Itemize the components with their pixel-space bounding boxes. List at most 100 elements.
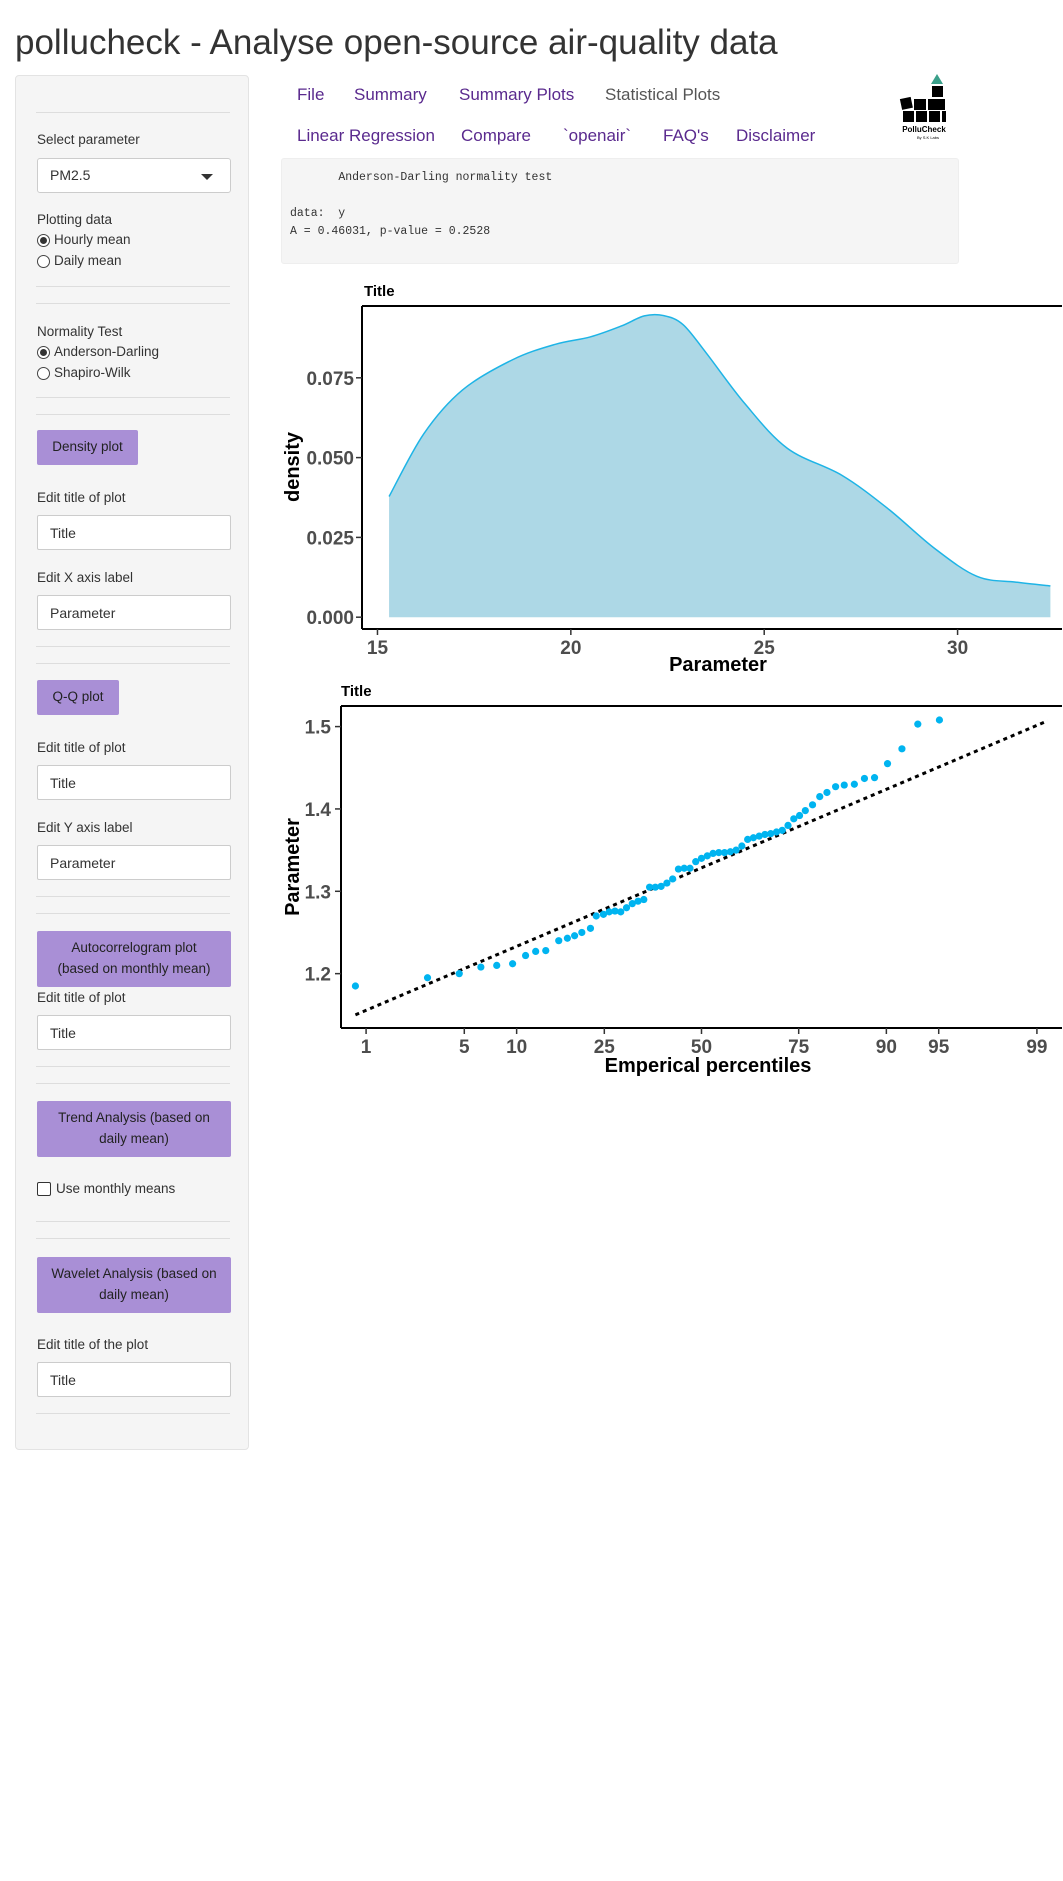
- radio-unselected-icon[interactable]: [37, 367, 50, 380]
- qq-point: [801, 806, 809, 815]
- divider: [36, 896, 230, 897]
- y-tick-label: 1.4: [305, 800, 332, 821]
- qq-point: [351, 982, 360, 990]
- qq-point: [761, 830, 769, 839]
- y-axis-title: Parameter: [282, 818, 304, 916]
- qq-point: [832, 783, 840, 791]
- reference-line: [354, 719, 1049, 1017]
- qq-point: [808, 801, 817, 809]
- checkbox-icon[interactable]: [37, 1182, 51, 1196]
- tab-linear-regression[interactable]: Linear Regression: [297, 126, 435, 145]
- qq-point: [709, 849, 717, 858]
- qq-point: [521, 951, 530, 960]
- test-output-box: Anderson-Darling normality test data: y …: [281, 158, 959, 264]
- qq-point: [578, 928, 586, 937]
- y-tick-label: 1.5: [305, 718, 332, 739]
- y-tick-label: 0.050: [306, 449, 354, 470]
- qq-point: [784, 821, 792, 830]
- divider: [36, 414, 230, 415]
- button-line: daily mean): [99, 1131, 169, 1146]
- density-title-label: Edit title of plot: [37, 490, 126, 505]
- density-title-input[interactable]: [37, 515, 231, 550]
- wavelet-analysis-button[interactable]: Wavelet Analysis (based on daily mean): [37, 1257, 231, 1313]
- qq-point: [840, 781, 848, 789]
- test-output-data: data: y: [290, 207, 346, 220]
- y-tick-label: 1.3: [305, 882, 331, 903]
- density-x-axis-input[interactable]: [37, 595, 231, 630]
- autocorrelogram-plot-button[interactable]: Autocorrelogram plot (based on monthly m…: [37, 931, 231, 987]
- qq-point: [571, 932, 579, 940]
- qq-point: [686, 864, 694, 872]
- qq-point: [674, 865, 683, 873]
- x-tick-label: 25: [754, 638, 776, 659]
- app-title: pollucheck - Analyse open-source air-qua…: [15, 23, 778, 62]
- y-tick-label: 0.075: [306, 369, 354, 390]
- x-tick-label: 10: [506, 1037, 527, 1058]
- x-tick-label: 95: [928, 1037, 950, 1058]
- x-tick-label: 90: [876, 1037, 897, 1058]
- monthly-means-checkbox-row[interactable]: Use monthly means: [37, 1179, 175, 1199]
- qq-point: [634, 897, 642, 905]
- radio-anderson-darling[interactable]: Anderson-Darling: [37, 342, 159, 362]
- qq-point: [663, 879, 671, 887]
- tab-disclaimer[interactable]: Disclaimer: [736, 126, 816, 145]
- tab-compare[interactable]: Compare: [461, 126, 531, 145]
- radio-selected-icon[interactable]: [37, 346, 50, 359]
- radio-hourly-mean[interactable]: Hourly mean: [37, 230, 131, 250]
- x-tick-label: 15: [367, 638, 389, 659]
- qq-title-input[interactable]: [37, 765, 231, 800]
- x-tick-label: 20: [560, 638, 581, 659]
- pollucheck-logo: PolluCheck By S.K Labs: [899, 74, 946, 140]
- divider: [36, 1238, 230, 1239]
- normality-test-label: Normality Test: [37, 324, 123, 339]
- density-plot-button[interactable]: Density plot: [37, 430, 138, 465]
- sidebar-panel: Select parameter PM2.5 Plotting data Hou…: [15, 75, 249, 1450]
- tab-summary-plots[interactable]: Summary Plots: [459, 85, 575, 104]
- autocorrelogram-title-label: Edit title of plot: [37, 990, 126, 1005]
- qq-point: [755, 832, 763, 840]
- qq-point: [640, 895, 648, 904]
- radio-shapiro-wilk[interactable]: Shapiro-Wilk: [37, 363, 131, 383]
- qq-point: [823, 788, 831, 797]
- qq-y-axis-label: Edit Y axis label: [37, 820, 133, 835]
- qq-point: [599, 910, 608, 918]
- radio-unselected-icon[interactable]: [37, 255, 50, 268]
- qq-point: [898, 745, 906, 753]
- autocorrelogram-title-input[interactable]: [37, 1015, 231, 1050]
- tab-faqs[interactable]: FAQ's: [663, 126, 709, 145]
- qq-point: [645, 883, 654, 891]
- qq-point: [532, 947, 540, 956]
- qq-point: [767, 830, 775, 838]
- select-parameter-label: Select parameter: [37, 132, 140, 147]
- parameter-select[interactable]: PM2.5: [37, 158, 231, 193]
- qq-point: [772, 828, 781, 836]
- qq-plot-button[interactable]: Q-Q plot: [37, 680, 119, 715]
- divider: [36, 1083, 230, 1084]
- x-axis-title: Parameter: [669, 654, 767, 676]
- qq-point: [883, 760, 892, 768]
- qq-y-axis-input[interactable]: [37, 845, 231, 880]
- radio-daily-mean[interactable]: Daily mean: [37, 251, 122, 271]
- qq-point: [738, 842, 746, 850]
- qq-point: [692, 858, 700, 866]
- button-line: Wavelet Analysis (based on: [51, 1266, 217, 1282]
- qq-plot: Title 1 5 10 25 50 75 90 95 99 1.2 1.3 1.4 1.5 Empe…: [282, 683, 1062, 1077]
- qq-point: [697, 854, 706, 862]
- divider: [36, 1413, 230, 1414]
- radio-selected-icon[interactable]: [37, 234, 50, 247]
- tab-summary[interactable]: Summary: [354, 85, 427, 104]
- qq-point: [611, 907, 619, 915]
- qq-point: [617, 908, 625, 916]
- tab-openair[interactable]: `openair`: [563, 126, 632, 145]
- radio-label: Shapiro-Wilk: [54, 365, 131, 380]
- y-tick-label: 0.025: [306, 528, 354, 549]
- chart-title: Title: [341, 683, 372, 700]
- tab-file[interactable]: File: [297, 85, 325, 104]
- tab-statistical-plots[interactable]: Statistical Plots: [605, 85, 721, 104]
- qq-point: [605, 908, 613, 916]
- qq-point: [455, 970, 463, 978]
- wavelet-title-input[interactable]: [37, 1362, 231, 1397]
- x-axis-title: Emperical percentiles: [605, 1055, 812, 1077]
- x-tick-label: 75: [788, 1037, 810, 1058]
- trend-analysis-button[interactable]: Trend Analysis (based on daily mean): [37, 1101, 231, 1157]
